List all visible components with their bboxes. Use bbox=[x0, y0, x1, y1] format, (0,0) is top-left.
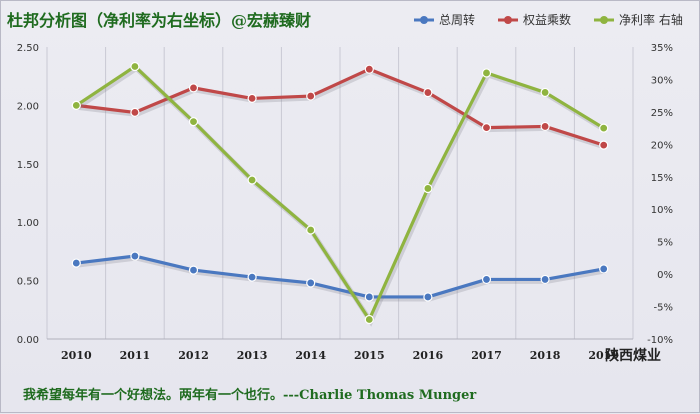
data-point-series-1 bbox=[247, 93, 257, 103]
y-tick-right: 25% bbox=[651, 108, 673, 119]
data-point-series-0 bbox=[247, 272, 257, 282]
data-point-series-0 bbox=[481, 274, 492, 285]
data-point-series-0 bbox=[599, 264, 609, 274]
company-label: 陕西煤业 bbox=[605, 348, 661, 364]
series-line-1 bbox=[76, 67, 605, 147]
y-tick-left: 1.50 bbox=[17, 160, 39, 171]
y-tick-left: 0.00 bbox=[17, 335, 39, 346]
legend-label-equity-multiplier: 权益乘数 bbox=[523, 13, 572, 27]
data-point-series-2 bbox=[364, 314, 374, 325]
y-tick-right: 5% bbox=[657, 238, 673, 249]
data-point-series-2 bbox=[599, 123, 609, 133]
legend-item-net-margin: 净利率 右轴 bbox=[593, 11, 683, 28]
legend-marker-asset-turnover bbox=[414, 15, 434, 24]
series-line-0 bbox=[76, 254, 604, 299]
x-tick-label: 2016 bbox=[413, 349, 444, 362]
x-tick-label: 2017 bbox=[471, 349, 502, 362]
y-tick-left: 2.00 bbox=[17, 101, 39, 112]
y-tick-right: 30% bbox=[651, 75, 673, 86]
data-point-series-1 bbox=[423, 87, 433, 98]
data-point-series-1 bbox=[188, 83, 199, 93]
y-tick-right: -5% bbox=[654, 303, 673, 314]
data-point-series-1 bbox=[130, 107, 140, 118]
data-point-series-0 bbox=[71, 258, 81, 268]
data-point-series-2 bbox=[481, 68, 492, 78]
data-point-series-2 bbox=[130, 61, 140, 72]
y-tick-left: 0.50 bbox=[17, 277, 39, 288]
footer-quote: 我希望每年有一个好想法。两年有一个也行。---Charlie Thomas Mu… bbox=[23, 388, 477, 403]
legend-label-asset-turnover: 总周转 bbox=[439, 13, 476, 27]
data-point-series-0 bbox=[423, 292, 433, 302]
x-tick-label: 2010 bbox=[61, 349, 92, 362]
legend-item-asset-turnover: 总周转 bbox=[413, 11, 475, 28]
series-line-2 bbox=[75, 64, 605, 322]
y-tick-right: 0% bbox=[657, 270, 673, 281]
data-point-series-1 bbox=[481, 122, 492, 133]
y-tick-left: 2.50 bbox=[17, 43, 39, 54]
y-tick-right: -10% bbox=[647, 335, 673, 346]
y-tick-right: 35% bbox=[651, 43, 673, 54]
data-point-series-1 bbox=[599, 140, 609, 150]
chart-title: 杜邦分析图（净利率为右坐标）@宏赫臻财 bbox=[7, 11, 312, 30]
legend-label-net-margin: 净利率 右轴 bbox=[619, 13, 683, 27]
x-tick-label: 2015 bbox=[354, 349, 385, 362]
data-point-series-0 bbox=[306, 278, 316, 288]
data-point-series-0 bbox=[364, 292, 374, 302]
data-point-series-1 bbox=[306, 91, 316, 101]
data-point-series-2 bbox=[306, 225, 316, 235]
x-tick-label: 2012 bbox=[178, 349, 209, 362]
legend-marker-net-margin bbox=[594, 15, 615, 24]
data-point-series-2 bbox=[71, 100, 81, 111]
legend: 总周转 权益乘数 净利率 右轴 bbox=[413, 11, 683, 28]
data-point-series-2 bbox=[423, 183, 433, 194]
x-tick-label: 2011 bbox=[120, 349, 151, 362]
x-tick-label: 2013 bbox=[237, 349, 268, 362]
data-point-series-2 bbox=[247, 175, 257, 185]
data-point-series-1 bbox=[540, 121, 550, 132]
data-point-series-0 bbox=[130, 251, 140, 261]
legend-item-equity-multiplier: 权益乘数 bbox=[497, 11, 571, 28]
data-point-series-2 bbox=[540, 87, 550, 98]
data-point-series-2 bbox=[188, 117, 199, 127]
y-tick-right: 10% bbox=[651, 205, 673, 216]
y-tick-right: 20% bbox=[651, 140, 673, 151]
y-tick-right: 15% bbox=[651, 173, 673, 184]
legend-marker-equity-multiplier bbox=[498, 15, 519, 24]
series-line-shadow bbox=[77, 68, 606, 150]
y-tick-left: 1.00 bbox=[17, 218, 39, 229]
data-point-series-0 bbox=[540, 274, 550, 285]
x-tick-label: 2019 bbox=[588, 349, 619, 362]
x-tick-label: 2018 bbox=[530, 349, 561, 362]
data-point-series-0 bbox=[188, 265, 199, 275]
data-point-series-1 bbox=[364, 64, 374, 74]
x-tick-label: 2014 bbox=[295, 349, 326, 362]
